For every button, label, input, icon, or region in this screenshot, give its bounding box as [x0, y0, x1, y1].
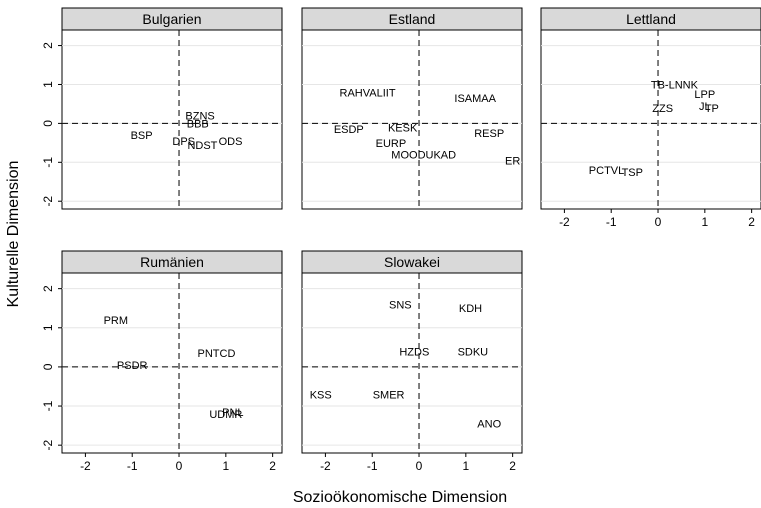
panel-title: Bulgarien [142, 11, 201, 27]
point-label: JL [699, 101, 711, 113]
y-tick-label: -2 [41, 196, 55, 207]
point-label: BSP [131, 130, 153, 142]
point-label: UDMR [209, 409, 242, 421]
point-label: BZNS [185, 111, 214, 123]
y-axis-title: Kulturelle Dimension [5, 161, 22, 308]
x-tick-label: -1 [606, 215, 617, 229]
panel-title: Estland [389, 11, 436, 27]
point-label: KESK [388, 122, 418, 134]
point-label: PNTCD [198, 348, 236, 360]
y-tick-label: -2 [41, 440, 55, 451]
point-label: BBB [187, 118, 209, 130]
point-label: ZZS [652, 103, 673, 115]
plot-area [540, 29, 761, 210]
point-label: ANO [477, 419, 501, 431]
point-label: RAHVALIIT [340, 87, 396, 99]
x-tick-label: 2 [748, 215, 755, 229]
y-tick-label: -1 [41, 157, 55, 168]
y-tick-label: -1 [41, 400, 55, 411]
point-label: LPP [694, 89, 715, 101]
x-tick-label: 0 [655, 215, 662, 229]
point-label: ESDP [334, 124, 364, 136]
point-label: SDKU [458, 346, 489, 358]
panel-4: Slowakei -2 -1 0 1 2 SNS KDH HZDS SDKU KSS SMER ANO [301, 250, 523, 473]
x-tick-label: -2 [80, 459, 91, 473]
x-tick-label: -2 [320, 459, 331, 473]
x-tick-label: 2 [509, 459, 516, 473]
panel-title: Rumänien [140, 254, 204, 270]
point-label: PCTVL [589, 165, 624, 177]
point-label: SMER [373, 389, 405, 401]
point-label: ER [505, 155, 520, 167]
point-label: TB-LNNK [651, 79, 699, 91]
point-label: PNL [222, 407, 243, 419]
point-label: SNS [389, 299, 412, 311]
point-label: PSDR [117, 360, 148, 372]
y-tick-label: 0 [41, 120, 55, 127]
point-label: MOODUKAD [391, 150, 456, 162]
x-tick-label: -2 [559, 215, 570, 229]
point-label: NDST [187, 140, 217, 152]
y-tick-label: 2 [41, 285, 55, 292]
y-tick-label: 2 [41, 42, 55, 49]
y-tick-label: 1 [41, 81, 55, 88]
x-axis-title: Sozioökonomische Dimension [293, 489, 507, 506]
y-tick-label: 1 [41, 324, 55, 331]
point-label: KSS [310, 389, 332, 401]
point-label: TP [705, 103, 719, 115]
plot-area [61, 29, 283, 210]
x-tick-label: 1 [222, 459, 229, 473]
plot-area [301, 272, 523, 454]
x-tick-label: -1 [367, 459, 378, 473]
panel-title: Lettland [626, 11, 676, 27]
x-tick-label: 0 [416, 459, 423, 473]
point-label: RESP [474, 128, 504, 140]
x-tick-label: 1 [462, 459, 469, 473]
point-label: ISAMAA [454, 93, 496, 105]
x-tick-label: 0 [176, 459, 183, 473]
point-label: KDH [459, 303, 482, 315]
point-label: DPS [172, 136, 195, 148]
panel-title: Slowakei [384, 254, 440, 270]
plot-area [61, 272, 283, 454]
point-label: TSP [622, 167, 643, 179]
x-tick-label: 1 [701, 215, 708, 229]
point-label: PRM [104, 315, 128, 327]
point-label: EURP [376, 138, 407, 150]
x-tick-label: -1 [127, 459, 138, 473]
point-label: ODS [219, 136, 243, 148]
plot-area [301, 29, 523, 210]
panel-1: Estland RAHVALIIT ISAMAA ESDP KESK RESP EURPMO… [301, 7, 523, 210]
point-label: HZDS [399, 346, 429, 358]
panel-3: Rumänien -2 -1 0 1 2 -2 -1 0 1 2 PRM PSDR PNTCD UDMRPN… [41, 250, 283, 473]
y-tick-label: 0 [41, 363, 55, 370]
x-tick-label: 2 [269, 459, 276, 473]
